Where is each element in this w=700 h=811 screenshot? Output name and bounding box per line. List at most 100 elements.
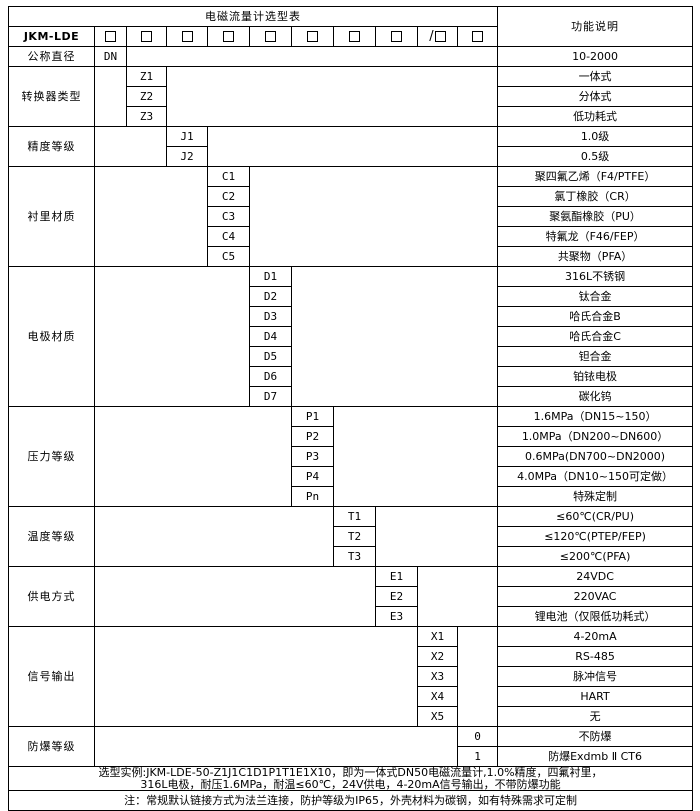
spacer-right: [206, 126, 499, 167]
section-label-4: 衬里材质: [8, 166, 95, 267]
option-code[interactable]: D1: [249, 266, 292, 287]
option-description: 1.0MPa（DN200~DN600）: [497, 426, 694, 447]
option-code[interactable]: X3: [417, 666, 458, 687]
code-checkbox-2[interactable]: [126, 26, 167, 47]
table-row: X2 RS-485: [9, 646, 694, 667]
table-row: D6 铂铱电极: [9, 366, 694, 387]
option-code[interactable]: P2: [291, 426, 334, 447]
spacer-right: [416, 566, 499, 627]
checkbox-icon[interactable]: [472, 31, 484, 43]
code-checkbox-3[interactable]: [166, 26, 208, 47]
code-checkbox-1[interactable]: [94, 26, 127, 47]
option-description: ≤120℃(PTEP/FEP): [497, 526, 694, 547]
spacer-right: [248, 166, 499, 267]
option-description: 0.6MPa(DN700~DN2000): [497, 446, 694, 467]
option-code[interactable]: Pn: [291, 486, 334, 507]
option-description: 哈氏合金C: [497, 326, 694, 347]
table-row: 公称直径 DN 10-2000: [8, 46, 694, 67]
spacer-left: [94, 166, 208, 267]
option-description: 316L不锈钢: [497, 266, 694, 287]
option-code[interactable]: E3: [375, 606, 418, 627]
option-code[interactable]: X1: [417, 626, 458, 647]
checkbox-icon[interactable]: [141, 31, 152, 43]
option-code[interactable]: T2: [333, 526, 376, 547]
code-checkbox-8[interactable]: [375, 26, 418, 47]
checkbox-icon[interactable]: [349, 31, 360, 43]
table-row: T3 ≤200℃(PFA): [9, 546, 694, 567]
table-row: 温度等级 T1 ≤60℃(CR/PU): [8, 506, 694, 567]
spacer-left: [94, 566, 376, 627]
option-code[interactable]: T3: [333, 546, 376, 567]
option-description: ≤60℃(CR/PU): [497, 506, 694, 527]
option-code[interactable]: C1: [207, 166, 250, 187]
option-code[interactable]: C3: [207, 206, 250, 227]
option-code[interactable]: D4: [249, 326, 292, 347]
option-code[interactable]: C4: [207, 226, 250, 247]
spacer-left: [94, 126, 167, 167]
spacer-left: [94, 726, 458, 767]
option-description: 不防爆: [497, 726, 694, 747]
code-checkbox-5[interactable]: [249, 26, 292, 47]
checkbox-icon[interactable]: [105, 31, 116, 43]
option-code[interactable]: J2: [166, 146, 208, 167]
checkbox-icon[interactable]: [181, 31, 193, 43]
option-description: HART: [497, 686, 694, 707]
section-label-8: 供电方式: [8, 566, 95, 627]
option-code[interactable]: D5: [249, 346, 292, 367]
option-code[interactable]: X4: [417, 686, 458, 707]
option-code[interactable]: P4: [291, 466, 334, 487]
checkbox-icon[interactable]: [307, 31, 318, 43]
code-checkbox-7[interactable]: [333, 26, 376, 47]
code-checkbox-9[interactable]: /: [417, 26, 458, 47]
option-code[interactable]: 0: [456, 726, 499, 747]
option-description: 低功耗式: [497, 106, 694, 127]
title-row: 电磁流量计选型表 功能说明: [7, 6, 694, 47]
option-code[interactable]: 1: [456, 746, 499, 767]
option-description: 共聚物（PFA）: [497, 246, 694, 267]
option-code[interactable]: X2: [417, 646, 458, 667]
spacer-right: [374, 506, 499, 567]
example-note: 选型实例:JKM-LDE-50-Z1J1C1D1P1T1E1X10，即为一体式D…: [7, 765, 694, 792]
option-code[interactable]: D6: [249, 366, 292, 387]
table-row: Z3 低功耗式: [9, 106, 694, 127]
option-description: 钽合金: [497, 346, 694, 367]
checkbox-icon[interactable]: [434, 31, 446, 42]
code-checkbox-6[interactable]: [291, 26, 334, 47]
option-code[interactable]: D7: [249, 386, 292, 407]
option-code[interactable]: C5: [207, 246, 250, 267]
option-code[interactable]: E2: [375, 586, 418, 607]
table-row: X3 脉冲信号: [9, 666, 694, 687]
table-row: 压力等级 P1 1.6MPa（DN15~150）: [8, 406, 694, 507]
code-checkbox-4[interactable]: [207, 26, 250, 47]
example-note-line-1: 选型实例:JKM-LDE-50-Z1J1C1D1P1T1E1X10，即为一体式D…: [98, 766, 603, 779]
section-label-2: 转换器类型: [8, 66, 95, 127]
option-code[interactable]: P1: [291, 406, 334, 427]
option-code[interactable]: C2: [207, 186, 250, 207]
option-code[interactable]: D3: [249, 306, 292, 327]
option-code[interactable]: T1: [333, 506, 376, 527]
option-code[interactable]: Z1: [126, 66, 167, 87]
option-code[interactable]: E1: [375, 566, 418, 587]
option-code[interactable]: P3: [291, 446, 334, 467]
table-row: 信号输出 X1 4-20mA: [8, 626, 694, 727]
checkbox-icon[interactable]: [223, 31, 234, 43]
spacer-left: [94, 266, 250, 407]
option-code[interactable]: X5: [417, 706, 458, 727]
option-description: ≤200℃(PFA): [497, 546, 694, 567]
option-code[interactable]: Z3: [126, 106, 167, 127]
option-description: 特氟龙（F46/FEP）: [497, 226, 694, 247]
section-label-6: 压力等级: [8, 406, 95, 507]
option-code[interactable]: J1: [166, 126, 208, 147]
checkbox-icon[interactable]: [391, 31, 402, 43]
table-row: D4 哈氏合金C: [9, 326, 694, 347]
table-row: C4 特氟龙（F46/FEP）: [9, 226, 694, 247]
checkbox-icon[interactable]: [265, 31, 276, 43]
code-checkbox-10[interactable]: [456, 26, 499, 47]
table-body: 电磁流量计选型表 功能说明 JKM-LDE / 公称直径 DN 10-2000 转换器类型 Z1…: [7, 6, 694, 811]
table-row: 1 防爆Exdmb Ⅱ CT6: [9, 746, 694, 767]
option-code[interactable]: D2: [249, 286, 292, 307]
section-label-10: 防爆等级: [8, 726, 95, 767]
spacer-left: [94, 506, 334, 567]
table-row: 精度等级 J1 1.0级: [8, 126, 694, 167]
option-code[interactable]: Z2: [126, 86, 167, 107]
